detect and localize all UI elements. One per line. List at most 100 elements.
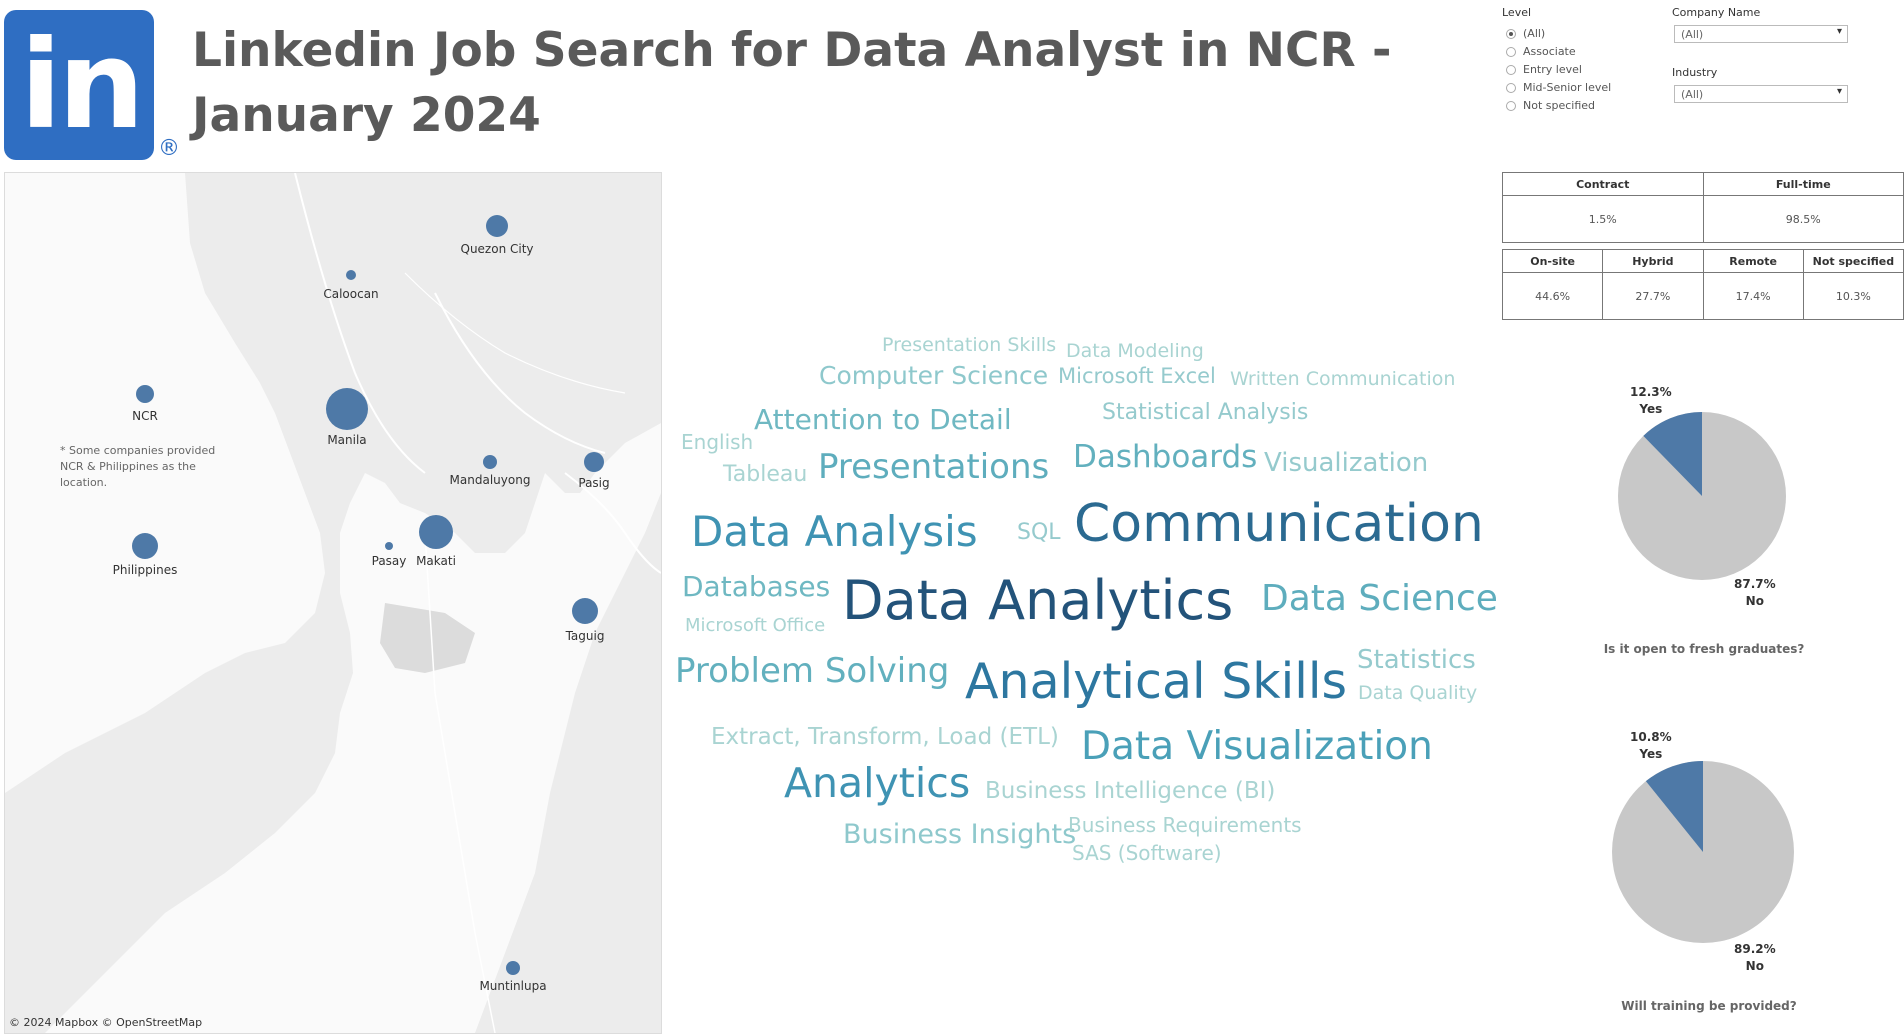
skill-word[interactable]: Tableau bbox=[723, 462, 808, 487]
city-bubble-pasig[interactable] bbox=[584, 452, 604, 472]
hybrid-header: Hybrid bbox=[1602, 249, 1704, 273]
contract-header: Contract bbox=[1502, 172, 1704, 196]
city-bubble-caloocan[interactable] bbox=[346, 270, 356, 280]
skill-word[interactable]: Dashboards bbox=[1073, 439, 1258, 475]
skills-word-cloud[interactable]: Presentation Skills Data Modeling Computer… bbox=[660, 320, 1500, 880]
employment-type-table[interactable]: Contract Full-time 1.5% 98.5% bbox=[1502, 172, 1904, 243]
city-bubble-pasay[interactable] bbox=[385, 542, 393, 550]
skill-word[interactable]: Analytical Skills bbox=[965, 653, 1348, 710]
workplace-type-table[interactable]: On-site Hybrid Remote Not specified 44.6… bbox=[1501, 249, 1904, 320]
skill-word[interactable]: SAS (Software) bbox=[1072, 841, 1222, 865]
city-bubbles[interactable] bbox=[132, 215, 604, 975]
skill-word[interactable]: Data Quality bbox=[1358, 682, 1478, 704]
level-option[interactable]: Entry level bbox=[1506, 63, 1582, 76]
level-option[interactable]: Not specified bbox=[1506, 99, 1595, 112]
radio-button-icon[interactable] bbox=[1506, 28, 1516, 39]
city-bubble-ncr[interactable] bbox=[136, 385, 154, 403]
registered-mark: ® bbox=[158, 136, 180, 161]
level-option[interactable]: Associate bbox=[1506, 45, 1576, 58]
skill-word[interactable]: Communication bbox=[1074, 494, 1484, 554]
skill-word[interactable]: Business Intelligence (BI) bbox=[985, 778, 1276, 804]
skill-word[interactable]: Written Communication bbox=[1230, 368, 1456, 390]
skill-word[interactable]: Business Requirements bbox=[1068, 813, 1302, 837]
skill-word[interactable]: Problem Solving bbox=[675, 651, 950, 691]
map-note: * Some companies provided NCR & Philippi… bbox=[60, 444, 216, 489]
skill-word[interactable]: Business Insights bbox=[843, 819, 1077, 850]
location-map[interactable]: Quezon City Caloocan NCR Manila Mandaluyong P… bbox=[4, 172, 662, 1034]
city-label: Muntinlupa bbox=[479, 979, 547, 993]
skill-word[interactable]: Statistics bbox=[1357, 645, 1476, 675]
city-bubble-makati[interactable] bbox=[419, 515, 453, 549]
no-percent: 89.2% bbox=[1734, 942, 1776, 956]
city-label: Pasig bbox=[578, 476, 610, 490]
level-option-label: Mid-Senior level bbox=[1523, 81, 1612, 94]
map-attribution[interactable]: © 2024 Mapbox © OpenStreetMap bbox=[9, 1016, 203, 1029]
industry-dropdown[interactable]: (All) ▾ bbox=[1674, 85, 1848, 103]
city-label: Mandaluyong bbox=[449, 473, 531, 487]
city-bubble-quezon-city[interactable] bbox=[486, 215, 508, 237]
city-label: Pasay bbox=[371, 554, 407, 568]
level-option[interactable]: Mid-Senior level bbox=[1506, 81, 1611, 94]
no-text: No bbox=[1745, 959, 1764, 973]
skill-word[interactable]: Data Visualization bbox=[1081, 724, 1433, 769]
city-bubble-mandaluyong[interactable] bbox=[483, 455, 497, 469]
fresh-graduates-question: Is it open to fresh graduates? bbox=[1603, 642, 1805, 656]
road bbox=[404, 272, 626, 394]
on-site-header: On-site bbox=[1501, 249, 1604, 273]
level-option-label: Associate bbox=[1523, 45, 1576, 58]
skill-word[interactable]: Statistical Analysis bbox=[1102, 400, 1309, 425]
yes-text: Yes bbox=[1639, 747, 1663, 761]
pie-slice-yes[interactable] bbox=[1645, 761, 1703, 852]
fresh-graduates-no-label: 87.7% No bbox=[1734, 576, 1776, 610]
level-option-label: Not specified bbox=[1523, 99, 1596, 112]
skill-word[interactable]: English bbox=[681, 430, 754, 454]
company-name-dropdown[interactable]: (All) ▾ bbox=[1674, 25, 1848, 43]
hybrid-value: 27.7% bbox=[1602, 272, 1704, 320]
yes-percent: 10.8% bbox=[1630, 730, 1672, 744]
radio-button-icon[interactable] bbox=[1506, 64, 1516, 75]
skill-word[interactable]: SQL bbox=[1017, 520, 1061, 545]
skill-word[interactable]: Data Analytics bbox=[842, 569, 1234, 632]
skill-word[interactable]: Analytics bbox=[784, 759, 971, 807]
skill-word[interactable]: Data Modeling bbox=[1066, 340, 1204, 362]
radio-button-icon[interactable] bbox=[1506, 100, 1516, 111]
city-bubble-manila[interactable] bbox=[326, 388, 368, 430]
training-yes-label: 10.8% Yes bbox=[1630, 729, 1672, 763]
remote-value: 17.4% bbox=[1702, 272, 1804, 320]
skill-word[interactable]: Presentation Skills bbox=[882, 334, 1057, 356]
skill-word[interactable]: Visualization bbox=[1264, 448, 1429, 478]
no-percent: 87.7% bbox=[1734, 577, 1776, 591]
chevron-down-icon[interactable]: ▾ bbox=[1836, 86, 1842, 97]
city-bubble-muntinlupa[interactable] bbox=[506, 961, 520, 975]
contract-value: 1.5% bbox=[1502, 195, 1704, 243]
map-basemap bbox=[5, 173, 661, 1033]
fresh-graduates-pie[interactable] bbox=[1618, 412, 1786, 580]
remote-header: Remote bbox=[1702, 249, 1804, 273]
level-option[interactable]: (All) bbox=[1506, 27, 1545, 40]
skill-word[interactable]: Microsoft Office bbox=[685, 615, 826, 636]
pie-slice-yes[interactable] bbox=[1643, 412, 1702, 496]
not-specified-value: 10.3% bbox=[1802, 272, 1904, 320]
industry-filter-title: Industry bbox=[1672, 66, 1718, 79]
radio-button-icon[interactable] bbox=[1506, 82, 1516, 93]
not-specified-header: Not specified bbox=[1802, 249, 1904, 273]
skill-word[interactable]: Microsoft Excel bbox=[1058, 364, 1216, 388]
road bbox=[424, 532, 496, 1033]
training-provided-pie[interactable] bbox=[1612, 761, 1794, 943]
skill-word[interactable]: Presentations bbox=[818, 447, 1050, 487]
radio-button-icon[interactable] bbox=[1506, 46, 1516, 57]
land-mass bbox=[5, 173, 661, 1033]
yes-text: Yes bbox=[1639, 402, 1663, 416]
skill-word[interactable]: Databases bbox=[682, 570, 831, 603]
chevron-down-icon[interactable]: ▾ bbox=[1836, 26, 1842, 37]
skill-word[interactable]: Extract, Transform, Load (ETL) bbox=[711, 724, 1059, 750]
skill-word[interactable]: Data Analysis bbox=[691, 507, 978, 556]
on-site-value: 44.6% bbox=[1501, 272, 1604, 320]
skill-word[interactable]: Data Science bbox=[1261, 578, 1498, 619]
skill-word[interactable]: Attention to Detail bbox=[754, 403, 1012, 436]
city-label: Taguig bbox=[565, 629, 605, 643]
no-text: No bbox=[1745, 594, 1764, 608]
skill-word[interactable]: Computer Science bbox=[819, 361, 1049, 390]
city-bubble-philippines[interactable] bbox=[132, 533, 158, 559]
city-bubble-taguig[interactable] bbox=[572, 598, 598, 624]
